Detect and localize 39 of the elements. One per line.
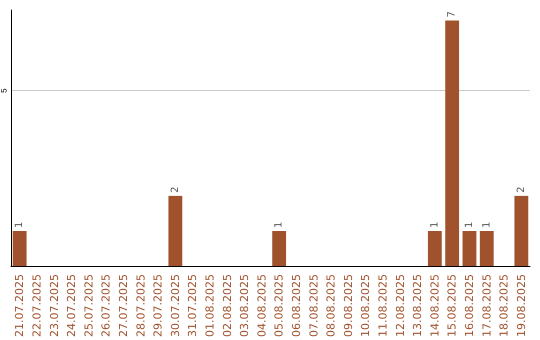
x-tick-label: 26.07.2025 (100, 274, 113, 338)
x-tick-label: 01.08.2025 (203, 274, 216, 338)
data-label: 1 (274, 222, 285, 228)
data-label: 2 (170, 186, 181, 193)
x-tick-label: 25.07.2025 (82, 274, 96, 338)
x-tick-label: 30.07.2025 (168, 274, 182, 338)
x-tick-label: 09.08.2025 (342, 274, 355, 338)
data-label: 2 (516, 186, 527, 193)
x-tick-label: 07.08.2025 (307, 274, 320, 338)
data-label: 1 (14, 222, 26, 228)
x-tick-label: 18.08.2025 (498, 274, 511, 338)
y-tick-label: 5 (0, 88, 8, 93)
x-tick-label: 02.08.2025 (220, 274, 234, 338)
x-tick-label: 24.07.2025 (65, 274, 78, 338)
x-tick-label: 28.07.2025 (134, 274, 148, 338)
x-tick-label: 14.08.2025 (428, 274, 442, 338)
x-tick-label: 11.08.2025 (376, 274, 390, 338)
x-tick-label: 10.08.2025 (359, 274, 372, 338)
x-tick-label: 23.07.2025 (48, 274, 61, 338)
x-tick-label: 04.08.2025 (255, 274, 268, 338)
x-tick-label: 22.07.2025 (30, 274, 44, 338)
data-label: 7 (446, 11, 458, 18)
x-tick-label: 19.08.2025 (514, 274, 528, 338)
data-label: 1 (464, 222, 475, 228)
x-tick-label: 08.08.2025 (324, 274, 338, 338)
x-tick-label: 27.07.2025 (116, 274, 130, 338)
x-tick-label: 16.08.2025 (462, 274, 476, 338)
data-label: 1 (429, 222, 440, 228)
data-label: 1 (481, 222, 492, 228)
x-tick-label: 17.08.2025 (480, 274, 494, 338)
x-tick-label: 15.08.2025 (446, 274, 459, 338)
x-tick-label: 06.08.2025 (290, 274, 303, 338)
x-tick-label: 21.07.2025 (13, 274, 26, 338)
x-tick-label: 12.08.2025 (394, 274, 407, 338)
x-tick-label: 03.08.2025 (238, 274, 252, 338)
x-tick-label: 31.07.2025 (186, 274, 200, 338)
x-tick-label: 29.07.2025 (152, 274, 165, 338)
x-tick-label: 13.08.2025 (411, 274, 424, 338)
x-tick-label: 05.08.2025 (272, 274, 286, 338)
